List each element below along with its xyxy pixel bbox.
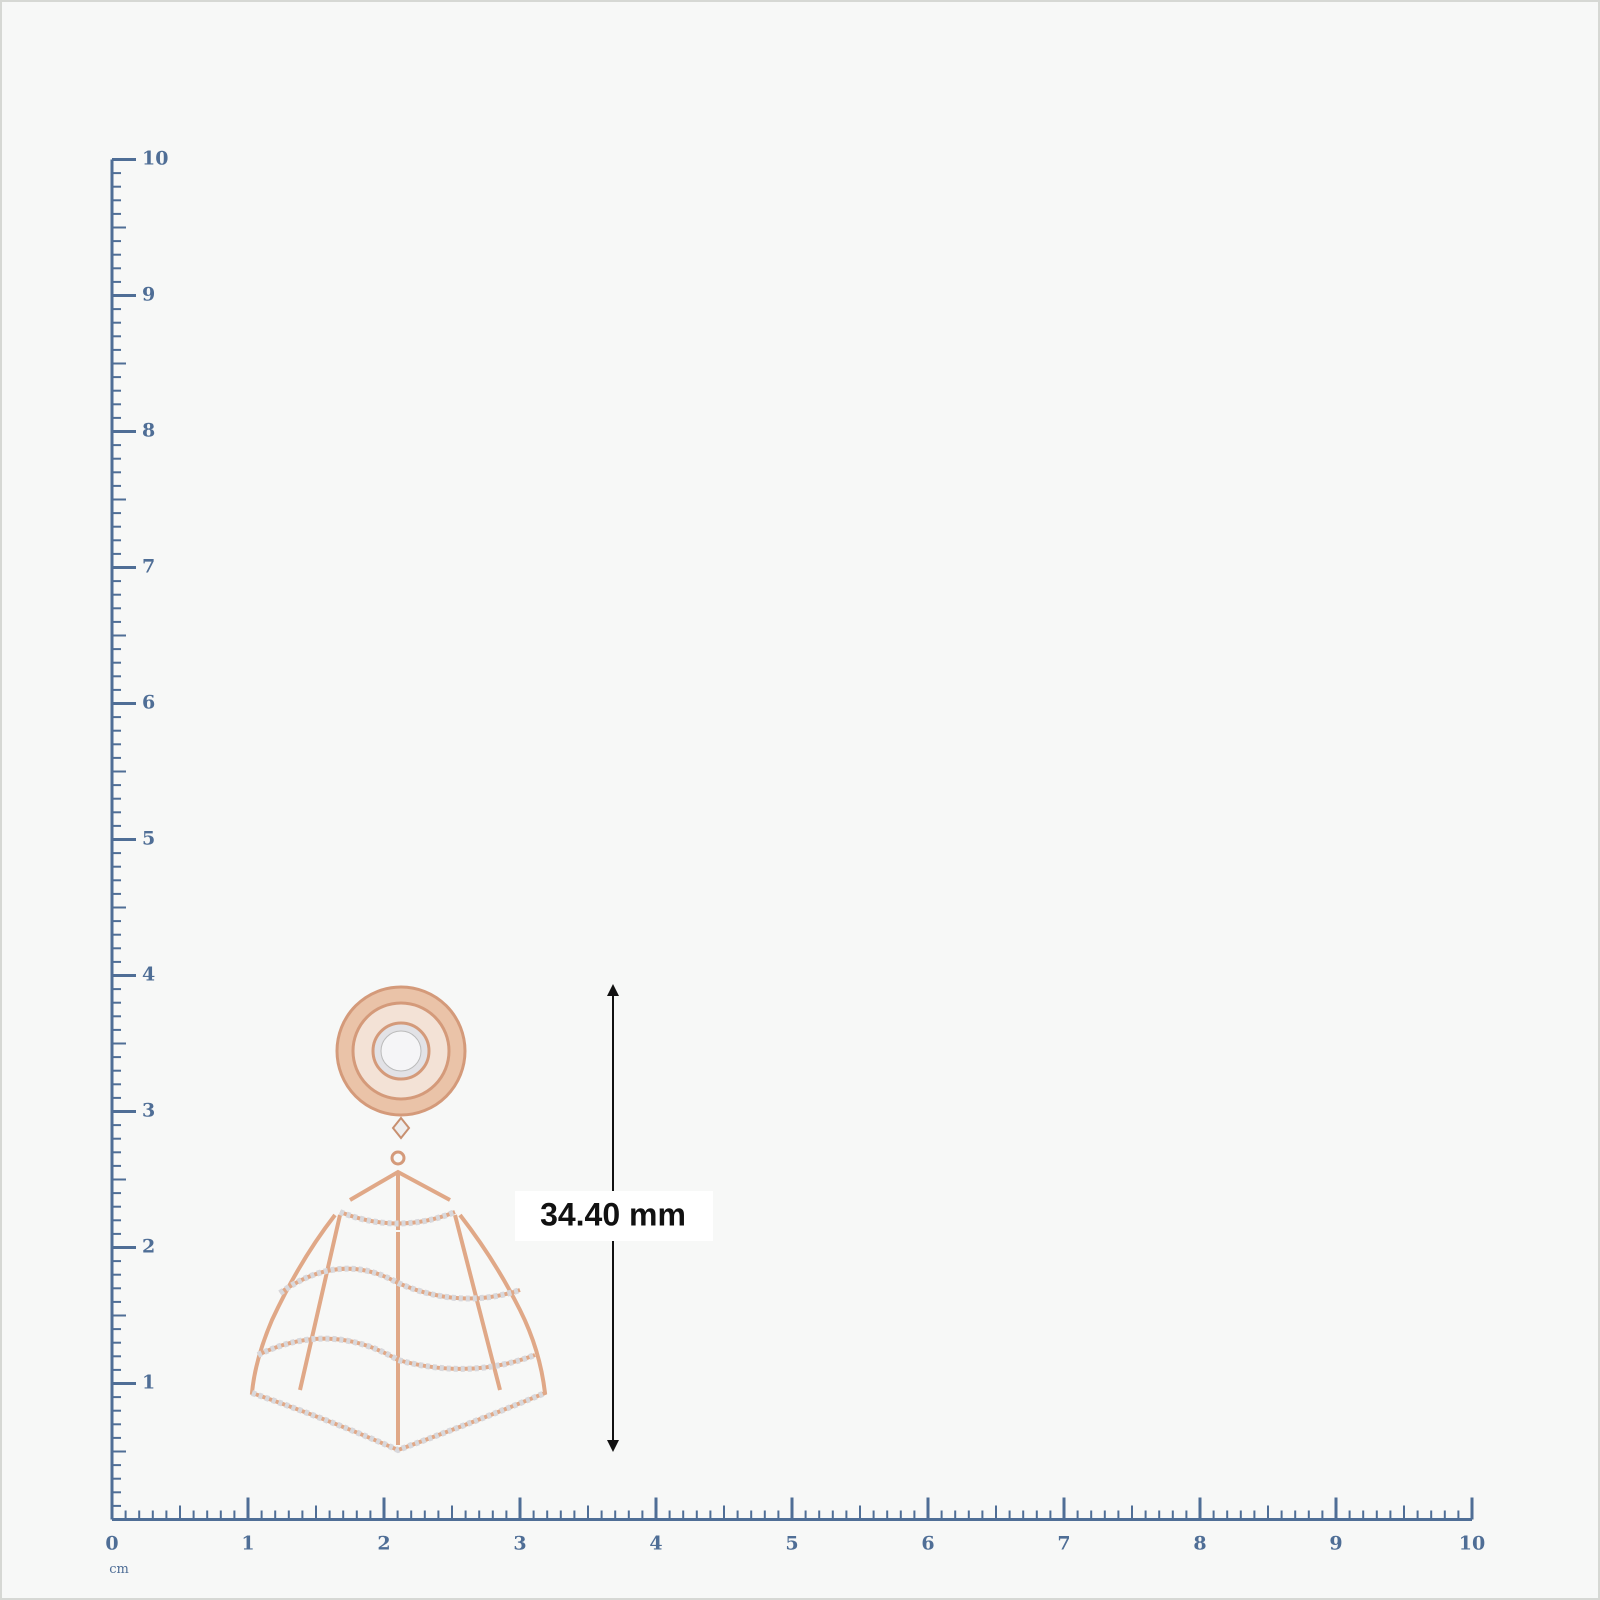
- x-tick-label: 3: [513, 1533, 526, 1555]
- measurement-label: 34.40 mm: [540, 1196, 686, 1232]
- x-tick-label: 8: [1193, 1533, 1206, 1555]
- stud: [335, 985, 467, 1117]
- x-tick-label: 10: [1459, 1533, 1485, 1555]
- y-tick-label: 9: [142, 284, 155, 306]
- y-tick-label: 7: [142, 556, 155, 578]
- y-tick-label: 4: [142, 964, 155, 986]
- measurement-box: [515, 1191, 713, 1241]
- y-tick-label: 2: [142, 1236, 155, 1258]
- x-tick-label: 2: [377, 1533, 390, 1555]
- x-tick-label: 6: [921, 1533, 934, 1555]
- x-tick-label: 7: [1057, 1533, 1070, 1555]
- x-tick-label: 9: [1329, 1533, 1342, 1555]
- measurement-arrow: 34.40 mm: [515, 984, 713, 1452]
- unit-label: cm: [109, 1562, 129, 1577]
- x-tick-label: 5: [785, 1533, 798, 1555]
- y-tick-label: 6: [142, 692, 155, 714]
- y-tick-label: 8: [142, 420, 155, 442]
- y-tick-label: 1: [142, 1372, 155, 1394]
- x-tick-label: 1: [241, 1533, 254, 1555]
- y-tick-label: 3: [142, 1100, 155, 1122]
- x-tick-label: 4: [649, 1533, 662, 1555]
- y-tick-label: 5: [142, 828, 155, 850]
- earring: [249, 985, 548, 1454]
- y-tick-label: 10: [142, 148, 168, 170]
- x-tick-label: 0: [105, 1533, 118, 1555]
